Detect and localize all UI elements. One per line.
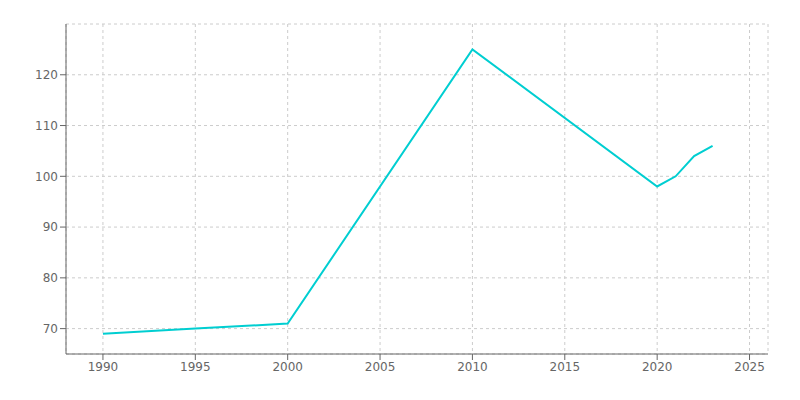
svg-text:120: 120	[35, 68, 58, 82]
svg-text:2025: 2025	[734, 360, 765, 374]
svg-text:100: 100	[35, 170, 58, 184]
svg-text:70: 70	[43, 322, 58, 336]
svg-text:2010: 2010	[457, 360, 488, 374]
svg-text:1990: 1990	[88, 360, 119, 374]
svg-text:2005: 2005	[365, 360, 396, 374]
svg-text:2020: 2020	[642, 360, 673, 374]
svg-text:80: 80	[43, 271, 58, 285]
svg-text:90: 90	[43, 220, 58, 234]
svg-text:1995: 1995	[180, 360, 211, 374]
svg-text:110: 110	[35, 119, 58, 133]
svg-text:2000: 2000	[272, 360, 303, 374]
svg-text:2015: 2015	[550, 360, 581, 374]
